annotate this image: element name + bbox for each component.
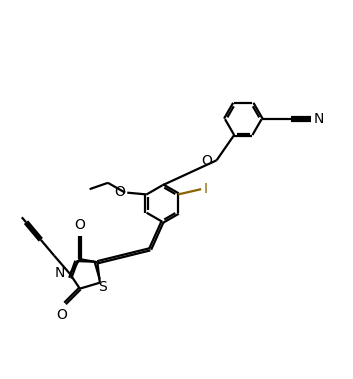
Text: O: O bbox=[74, 218, 85, 232]
Text: O: O bbox=[115, 185, 126, 199]
Text: N: N bbox=[54, 266, 65, 280]
Text: O: O bbox=[56, 308, 67, 322]
Text: N: N bbox=[313, 112, 324, 126]
Text: I: I bbox=[204, 182, 208, 196]
Text: S: S bbox=[98, 280, 107, 294]
Text: O: O bbox=[202, 154, 213, 168]
